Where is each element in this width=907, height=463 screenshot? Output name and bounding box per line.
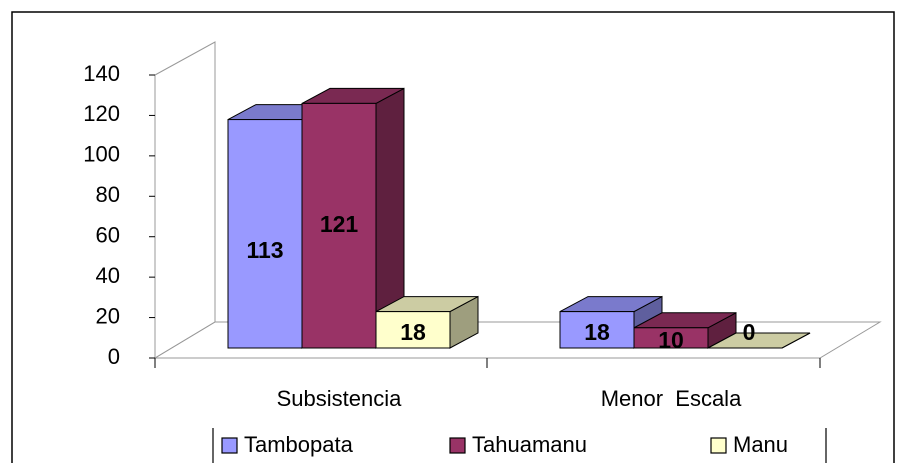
y-tick-label: 100 (83, 142, 120, 167)
y-tick-label: 80 (96, 182, 120, 207)
legend-swatch (449, 437, 466, 454)
data-label: 18 (400, 319, 426, 345)
floor (153, 321, 882, 359)
x-tick-label: Subsistencia (277, 386, 403, 411)
x-axis (154, 358, 821, 368)
x-tick-label: Menor Escala (601, 386, 742, 411)
legend-label: Tambopata (244, 432, 354, 457)
y-tick-label: 120 (83, 101, 120, 126)
bar (301, 102, 377, 349)
bar (227, 119, 303, 349)
legend-frame (212, 428, 827, 463)
y-tick-label: 60 (96, 223, 120, 248)
plot-walls (153, 41, 882, 359)
data-label: 0 (743, 319, 756, 345)
data-label: 10 (658, 327, 684, 353)
data-label: 113 (246, 237, 283, 263)
y-tick-label: 20 (96, 303, 120, 328)
y-tick-label: 0 (108, 344, 120, 369)
y-tick-label: 140 (83, 61, 120, 86)
data-label: 121 (320, 211, 359, 237)
bar (375, 311, 451, 349)
bar (559, 311, 635, 349)
legend-label: Tahuamanu (472, 432, 587, 457)
y-tick-label: 40 (96, 263, 120, 288)
bar-top (707, 332, 811, 349)
legend-label: Manu (733, 432, 788, 457)
data-label: 18 (584, 319, 610, 345)
chart-frame (11, 11, 895, 463)
bar (633, 327, 709, 349)
legend-swatch (221, 437, 238, 454)
legend-swatch (710, 437, 727, 454)
